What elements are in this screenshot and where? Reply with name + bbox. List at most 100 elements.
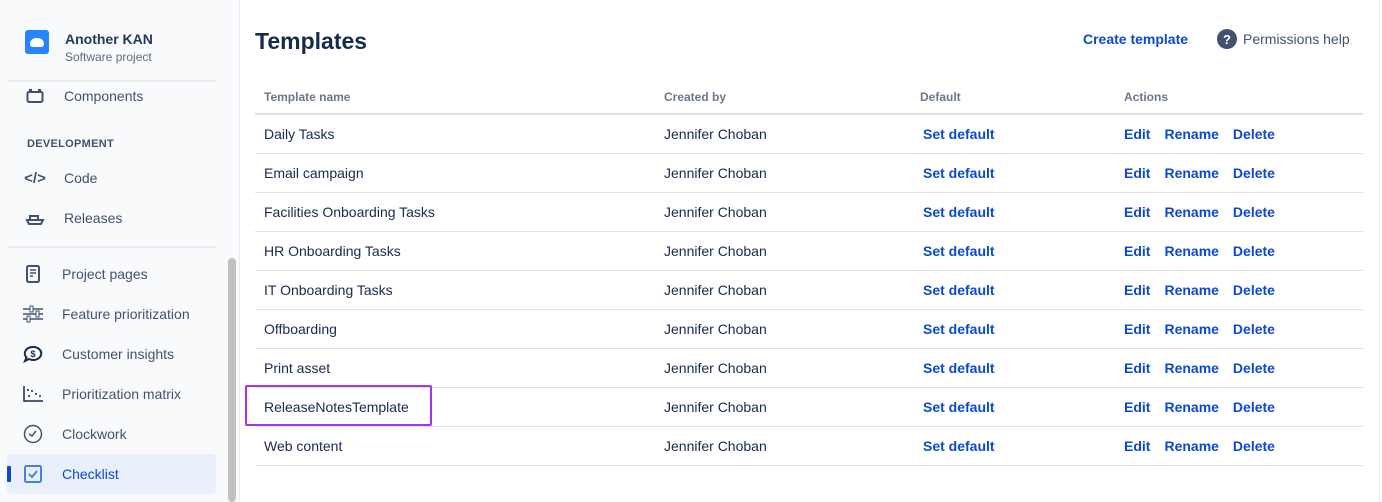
rename-button[interactable]: Rename	[1164, 164, 1219, 181]
created-by: Jennifer Choban	[655, 270, 913, 310]
created-by: Jennifer Choban	[655, 426, 913, 466]
project-type: Software project	[65, 50, 152, 64]
set-default-button[interactable]: Set default	[923, 242, 995, 259]
sidebar-item-prioritization-matrix[interactable]: Prioritization matrix	[7, 374, 216, 414]
edit-button[interactable]: Edit	[1124, 359, 1151, 376]
template-name: HR Onboarding Tasks	[255, 231, 655, 271]
template-name: Offboarding	[255, 309, 655, 349]
sidebar-item-project-pages[interactable]: Project pages	[7, 254, 216, 294]
template-name: Daily Tasks	[255, 114, 655, 154]
sidebar-scrollbar[interactable]	[228, 258, 236, 502]
set-default-button[interactable]: Set default	[923, 203, 995, 220]
created-by: Jennifer Choban	[655, 231, 913, 271]
sidebar-item-label: Code	[64, 170, 98, 186]
created-by: Jennifer Choban	[655, 309, 913, 349]
edit-button[interactable]: Edit	[1124, 281, 1151, 298]
table-row: Facilities Onboarding Tasks Jennifer Cho…	[255, 192, 1363, 232]
table-row: IT Onboarding Tasks Jennifer Choban Set …	[255, 270, 1363, 310]
column-header: Created by	[655, 80, 913, 115]
rename-button[interactable]: Rename	[1164, 398, 1219, 415]
set-default-button[interactable]: Set default	[923, 398, 995, 415]
rename-button[interactable]: Rename	[1164, 320, 1219, 337]
table-row: Daily Tasks Jennifer Choban Set default …	[255, 114, 1363, 154]
sidebar-item-label: Releases	[64, 210, 123, 226]
table-row: Web content Jennifer Choban Set default …	[255, 426, 1363, 466]
delete-button[interactable]: Delete	[1232, 242, 1275, 259]
delete-button[interactable]: Delete	[1232, 320, 1275, 337]
ship-icon	[24, 207, 46, 229]
rename-button[interactable]: Rename	[1164, 125, 1219, 142]
rename-button[interactable]: Rename	[1164, 359, 1219, 376]
edit-button[interactable]: Edit	[1124, 125, 1151, 142]
edit-button[interactable]: Edit	[1124, 320, 1151, 337]
column-header: Template name	[255, 80, 655, 115]
edit-button[interactable]: Edit	[1124, 164, 1151, 181]
edit-button[interactable]: Edit	[1124, 398, 1151, 415]
set-default-button[interactable]: Set default	[923, 125, 995, 142]
rename-button[interactable]: Rename	[1164, 203, 1219, 220]
sidebar-item-label: Feature prioritization	[62, 306, 190, 322]
sidebar-item-code[interactable]: </> Code	[7, 158, 216, 198]
sliders-icon	[22, 303, 44, 325]
rename-button[interactable]: Rename	[1164, 242, 1219, 259]
column-header: Default	[913, 80, 1115, 115]
delete-button[interactable]: Delete	[1232, 281, 1275, 298]
template-name: Facilities Onboarding Tasks	[255, 192, 655, 232]
created-by: Jennifer Choban	[655, 387, 913, 427]
sidebar-item-label: Components	[64, 88, 144, 104]
sidebar-item-clockwork[interactable]: Clockwork	[7, 414, 216, 454]
template-name: ReleaseNotesTemplate	[255, 387, 655, 427]
rename-button[interactable]: Rename	[1164, 281, 1219, 298]
table-header: Template name Created by Default Actions	[255, 80, 1363, 115]
divider	[7, 246, 216, 248]
permissions-help-label: Permissions help	[1243, 31, 1350, 47]
sidebar-item-label: Project pages	[62, 266, 148, 282]
sidebar: Another KAN Software project Components …	[0, 0, 240, 502]
table-row: HR Onboarding Tasks Jennifer Choban Set …	[255, 231, 1363, 271]
clock-icon	[22, 423, 44, 445]
delete-button[interactable]: Delete	[1232, 164, 1275, 181]
rename-button[interactable]: Rename	[1164, 437, 1219, 454]
create-template-button[interactable]: Create template	[1083, 31, 1189, 47]
templates-table: Template name Created by Default Actions…	[255, 80, 1363, 466]
scatter-icon	[22, 383, 44, 405]
sidebar-item-label: Clockwork	[62, 426, 127, 442]
delete-button[interactable]: Delete	[1232, 203, 1275, 220]
table-row: Email campaign Jennifer Choban Set defau…	[255, 153, 1363, 193]
edit-button[interactable]: Edit	[1124, 203, 1151, 220]
edit-button[interactable]: Edit	[1124, 242, 1151, 259]
project-name[interactable]: Another KAN	[65, 31, 153, 47]
section-development: DEVELOPMENT	[27, 138, 115, 150]
components-icon	[24, 85, 46, 107]
sidebar-item-customer-insights[interactable]: $ Customer insights	[7, 334, 216, 374]
table-row: Print asset Jennifer Choban Set default …	[255, 348, 1363, 388]
template-name: IT Onboarding Tasks	[255, 270, 655, 310]
checkbox-icon	[22, 463, 44, 485]
sidebar-item-releases[interactable]: Releases	[7, 198, 216, 238]
created-by: Jennifer Choban	[655, 348, 913, 388]
column-header: Actions	[1115, 80, 1363, 115]
delete-button[interactable]: Delete	[1232, 359, 1275, 376]
created-by: Jennifer Choban	[655, 114, 913, 154]
permissions-help-link[interactable]: ? Permissions help	[1217, 29, 1350, 49]
dollar-chat-icon: $	[22, 343, 44, 365]
divider	[1379, 0, 1380, 502]
set-default-button[interactable]: Set default	[923, 281, 995, 298]
delete-button[interactable]: Delete	[1232, 437, 1275, 454]
project-logo[interactable]	[25, 30, 49, 54]
edit-button[interactable]: Edit	[1124, 437, 1151, 454]
page-title: Templates	[255, 28, 368, 54]
template-name: Web content	[255, 426, 655, 466]
code-icon: </>	[24, 169, 46, 187]
created-by: Jennifer Choban	[655, 192, 913, 232]
delete-button[interactable]: Delete	[1232, 398, 1275, 415]
delete-button[interactable]: Delete	[1232, 125, 1275, 142]
svg-text:$: $	[30, 349, 35, 359]
sidebar-item-components[interactable]: Components	[7, 76, 216, 116]
set-default-button[interactable]: Set default	[923, 437, 995, 454]
sidebar-item-checklist[interactable]: Checklist	[7, 454, 216, 494]
set-default-button[interactable]: Set default	[923, 359, 995, 376]
sidebar-item-feature-prioritization[interactable]: Feature prioritization	[7, 294, 216, 334]
set-default-button[interactable]: Set default	[923, 164, 995, 181]
set-default-button[interactable]: Set default	[923, 320, 995, 337]
